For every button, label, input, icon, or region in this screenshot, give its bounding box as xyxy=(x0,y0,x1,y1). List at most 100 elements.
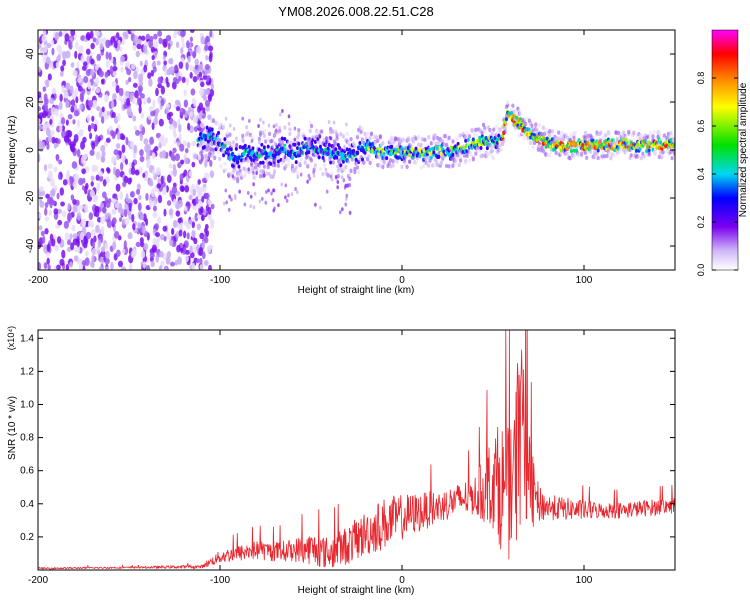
spectral-cell xyxy=(197,155,202,160)
noise-cell xyxy=(100,216,106,225)
noise-cell xyxy=(184,255,189,262)
spectral-cell xyxy=(490,148,495,154)
noise-cell xyxy=(101,106,105,113)
noise-cell xyxy=(72,199,77,205)
noise-cell xyxy=(127,232,133,240)
noise-cell xyxy=(105,213,109,220)
noise-cell xyxy=(47,73,52,81)
noise-cell xyxy=(153,39,159,49)
noise-cell xyxy=(132,115,137,122)
noise-cell xyxy=(65,50,71,59)
noise-cell xyxy=(48,209,53,216)
spectral-cell xyxy=(506,100,510,105)
spectral-cell xyxy=(471,157,475,162)
spectral-cell xyxy=(288,145,292,150)
spectral-cell xyxy=(419,142,423,148)
noise-cell xyxy=(189,71,193,79)
noise-cell xyxy=(73,133,79,143)
noise-cell xyxy=(115,32,120,39)
noise-cell xyxy=(171,185,178,194)
noise-cell xyxy=(70,62,75,68)
noise-cell xyxy=(38,225,43,231)
noise-cell xyxy=(200,81,205,88)
noise-cell xyxy=(147,114,152,120)
spectral-cell xyxy=(228,141,232,146)
spectral-cell xyxy=(297,132,301,137)
noise-cell xyxy=(42,124,48,131)
spectral-cell xyxy=(329,174,333,179)
noise-cell xyxy=(143,243,149,251)
spectral-cell xyxy=(314,202,317,207)
spectral-cell xyxy=(329,136,333,141)
noise-cell xyxy=(119,55,126,63)
noise-cell xyxy=(99,175,104,182)
noise-cell xyxy=(152,210,158,218)
spectral-cell xyxy=(266,162,270,167)
spectral-cell xyxy=(241,116,245,121)
spectral-cell xyxy=(349,168,353,174)
noise-cell xyxy=(204,63,210,71)
noise-cell xyxy=(116,249,121,257)
noise-cell xyxy=(188,170,193,177)
spectral-cell xyxy=(281,108,284,113)
spectral-cell xyxy=(261,160,265,165)
noise-cell xyxy=(147,143,151,152)
noise-cell xyxy=(191,245,197,255)
noise-cell xyxy=(99,43,104,50)
noise-cell xyxy=(121,144,126,154)
spectral-cell xyxy=(272,148,276,153)
spectral-cell xyxy=(330,177,334,182)
noise-cell xyxy=(113,116,119,124)
spectral-cell xyxy=(423,137,427,142)
spectral-cell xyxy=(264,200,268,205)
noise-cell xyxy=(120,266,127,270)
spectral-cell xyxy=(235,171,239,176)
noise-cell xyxy=(50,129,55,136)
x-tick-label: 100 xyxy=(576,275,593,286)
noise-cell xyxy=(111,208,116,215)
noise-cell xyxy=(191,262,196,270)
noise-cell xyxy=(199,257,203,265)
noise-cell xyxy=(210,203,215,210)
noise-cell xyxy=(56,264,61,270)
noise-cell xyxy=(70,194,75,201)
spectral-cell xyxy=(368,135,372,140)
noise-cell xyxy=(181,42,186,49)
spectral-cell xyxy=(515,115,519,120)
noise-cell xyxy=(84,257,90,267)
spectral-cell xyxy=(223,161,227,167)
spectral-cell xyxy=(368,142,372,147)
spectral-cell xyxy=(307,140,311,145)
noise-cell xyxy=(193,126,198,132)
noise-cell xyxy=(167,42,171,50)
noise-cell xyxy=(140,241,145,248)
noise-cell xyxy=(177,217,182,224)
noise-cell xyxy=(204,88,211,96)
spectral-cell xyxy=(548,129,552,134)
spectral-cell xyxy=(390,141,394,146)
noise-cell xyxy=(98,37,104,44)
noise-cell xyxy=(54,108,59,117)
spectral-cell xyxy=(229,147,233,152)
noise-cell xyxy=(72,180,78,189)
spectral-cell xyxy=(282,158,286,163)
noise-cell xyxy=(38,140,42,149)
noise-cell xyxy=(80,155,86,164)
noise-cell xyxy=(90,175,95,181)
noise-cell xyxy=(50,106,57,116)
noise-cell xyxy=(85,231,92,240)
spectral-cell xyxy=(433,133,437,138)
spectral-cell xyxy=(340,175,344,180)
spectral-cell xyxy=(502,138,506,144)
noise-cell xyxy=(93,235,97,243)
x-tick-label: 0 xyxy=(399,575,405,586)
noise-cell xyxy=(42,57,47,64)
spectral-cell xyxy=(540,131,544,137)
noise-cell xyxy=(74,87,78,97)
noise-cell xyxy=(148,106,154,113)
noise-cell xyxy=(157,30,163,37)
noise-cell xyxy=(130,30,136,34)
noise-cell xyxy=(38,118,41,124)
spectral-cell xyxy=(227,150,230,155)
spectral-cell xyxy=(605,144,609,149)
